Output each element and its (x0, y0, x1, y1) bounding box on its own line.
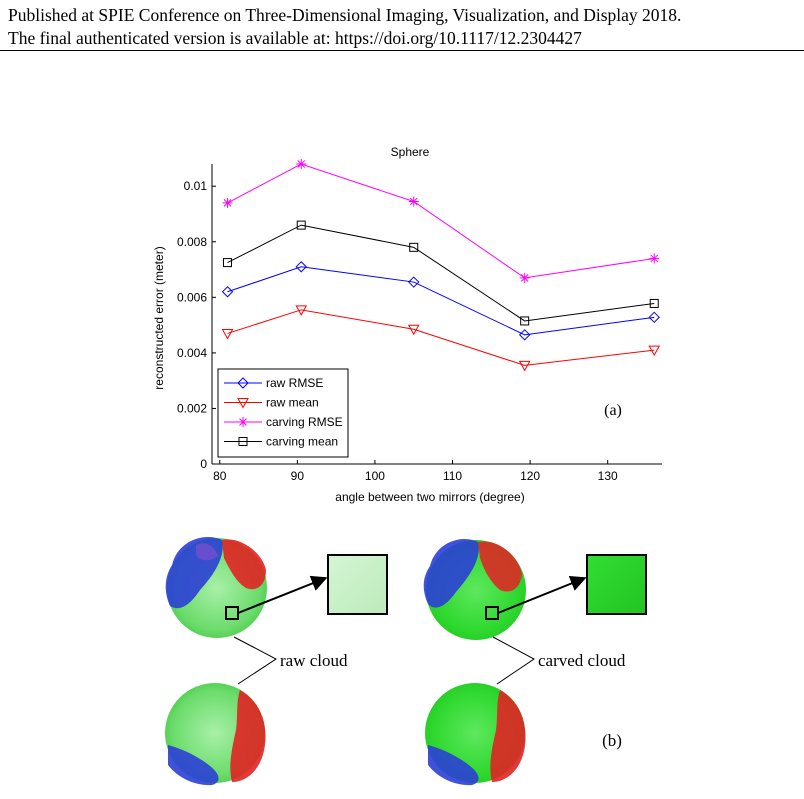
publication-header: Published at SPIE Conference on Three-Di… (8, 4, 798, 50)
series-3-point (223, 258, 233, 268)
legend-box (217, 368, 349, 458)
x-tick-label: 120 (520, 469, 540, 483)
series-line-3 (227, 224, 655, 322)
raw-cloud-sphere-bottom (165, 683, 266, 786)
header-rule (0, 50, 804, 51)
legend-label: carving mean (266, 435, 338, 449)
x-axis-label: angle between two mirrors (degree) (335, 490, 524, 504)
carved-zoom-patch (586, 554, 647, 615)
series-2-point (296, 159, 307, 169)
y-tick-label: 0.002 (177, 401, 207, 415)
series-1-point (648, 345, 661, 357)
chart-title: Sphere (391, 145, 430, 159)
raw-cloud-connector (233, 636, 277, 685)
chart-legend: raw RMSE raw mean carving RMSE carving mean (217, 368, 349, 458)
series-line-2 (227, 163, 655, 279)
y-axis-label: reconstructed error (meter) (152, 246, 166, 389)
raw-cloud-sphere-top (165, 537, 267, 638)
series-0-point (518, 329, 531, 341)
y-tick-label: 0.004 (177, 346, 207, 360)
legend-marker (237, 377, 249, 389)
carved-cloud-sphere-bottom (425, 683, 526, 786)
y-tick-label: 0 (200, 457, 207, 471)
series-3-point (520, 316, 530, 326)
series-0-point (221, 286, 234, 298)
series-1-point (407, 324, 420, 336)
series-2-point (649, 253, 660, 264)
panel-label-b: (b) (602, 731, 622, 750)
raw-cloud-label: raw cloud (280, 651, 348, 670)
panel-label-a: (a) (604, 402, 622, 419)
legend-label: raw mean (266, 396, 319, 410)
carved-cloud-connector (492, 636, 535, 685)
raw-zoom-arrow (237, 575, 328, 614)
series-3-point (649, 298, 659, 308)
series-2-point (408, 196, 419, 207)
series-3-point (296, 220, 306, 230)
series-line-0 (227, 266, 655, 336)
figure-b-point-clouds: raw cloud carved cloud (b) (165, 537, 647, 786)
series-1-point (221, 328, 234, 340)
legend-marker (237, 398, 249, 409)
x-tick-label: 110 (443, 469, 462, 483)
series-0-point (295, 261, 307, 273)
x-tick-label: 80 (213, 469, 227, 483)
header-line-2: The final authenticated version is avail… (8, 28, 582, 48)
header-line-1: Published at SPIE Conference on Three-Di… (8, 5, 682, 25)
y-tick-label: 0.008 (177, 235, 207, 249)
carved-cloud-label: carved cloud (538, 651, 626, 670)
series-2-point (222, 197, 233, 208)
carved-cloud-sphere-top (423, 539, 526, 640)
series-1-point (295, 305, 308, 316)
x-tick-label: 130 (598, 469, 618, 483)
y-tick-label: 0.006 (177, 290, 207, 304)
plot-area: 80 90 100 110 120 130 0 0.002 0.004 0.006 0.008 0.0… (177, 159, 662, 483)
series-line-1 (227, 309, 655, 366)
legend-marker (238, 417, 248, 427)
series-2-point (519, 272, 530, 283)
series-0-point (648, 311, 660, 324)
legend-label: raw RMSE (266, 376, 323, 390)
legend-label: carving RMSE (266, 415, 343, 429)
y-tick-label: 0.01 (184, 179, 208, 193)
carved-zoom-arrow (497, 575, 587, 614)
series-0-point (408, 276, 420, 288)
raw-zoom-patch (327, 554, 388, 615)
x-tick-label: 100 (365, 469, 385, 483)
x-tick-label: 90 (291, 469, 305, 483)
series-1-point (518, 360, 531, 372)
figure-a-line-chart: Sphere 80 90 100 110 120 130 0 0.002 0.004 0.006 0… (152, 145, 662, 504)
series-3-point (409, 242, 419, 252)
legend-marker (238, 437, 248, 446)
